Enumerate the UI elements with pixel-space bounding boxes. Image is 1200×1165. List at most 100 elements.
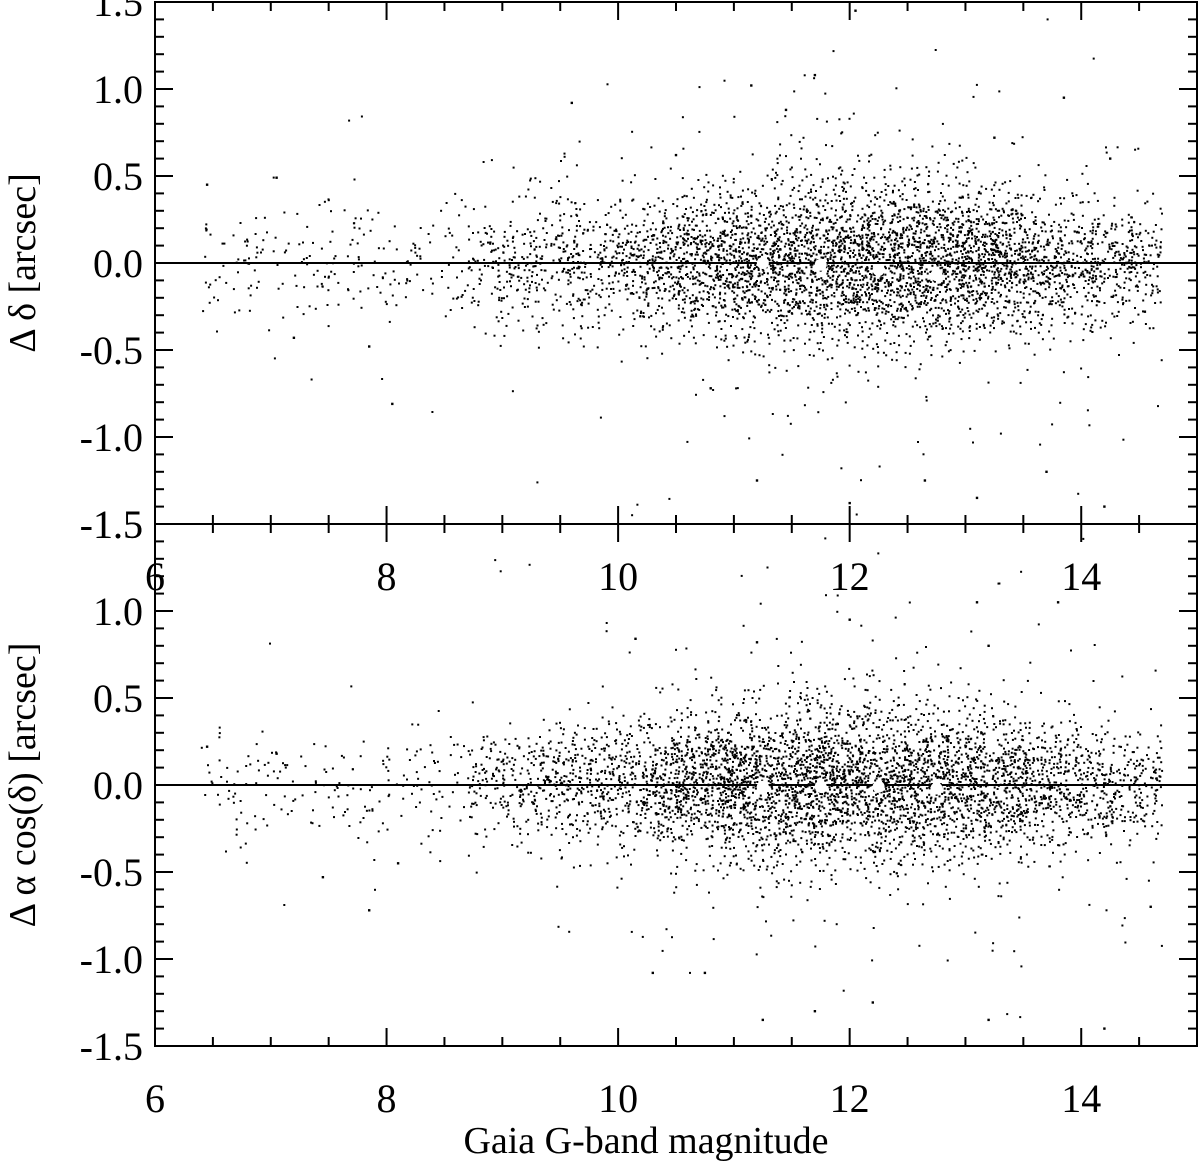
scatter-point <box>942 238 945 241</box>
scatter-point <box>741 247 744 250</box>
scatter-point <box>497 247 500 250</box>
scatter-point <box>702 298 705 301</box>
scatter-point <box>844 260 846 263</box>
scatter-point <box>1148 327 1151 330</box>
scatter-point <box>847 263 850 266</box>
scatter-point <box>802 208 805 211</box>
scatter-point <box>744 212 747 215</box>
scatter-point <box>1093 192 1096 195</box>
scatter-point <box>558 309 561 312</box>
scatter-point <box>958 230 961 233</box>
scatter-point <box>924 259 927 262</box>
scatter-point <box>1013 142 1016 145</box>
scatter-point <box>757 267 760 269</box>
scatter-point <box>324 275 326 278</box>
scatter-point <box>1123 281 1126 284</box>
scatter-point <box>464 205 467 208</box>
scatter-point <box>857 312 860 314</box>
scatter-point <box>910 167 913 170</box>
scatter-point <box>668 324 671 327</box>
scatter-point <box>741 189 744 192</box>
scatter-point <box>743 336 746 339</box>
scatter-point <box>796 271 799 274</box>
scatter-point <box>914 187 917 190</box>
scatter-point <box>942 236 945 239</box>
scatter-point <box>735 225 738 228</box>
scatter-point <box>884 267 887 270</box>
scatter-point <box>1022 274 1025 277</box>
scatter-point <box>964 255 967 258</box>
scatter-point <box>618 233 621 236</box>
scatter-point <box>901 193 904 196</box>
scatter-point <box>808 231 811 234</box>
scatter-point <box>753 268 756 271</box>
scatter-point <box>872 255 875 258</box>
scatter-point <box>1018 280 1021 283</box>
scatter-point <box>878 252 881 255</box>
scatter-point <box>861 330 864 333</box>
scatter-point <box>1102 233 1105 236</box>
scatter-point <box>663 282 665 285</box>
scatter-point <box>814 245 817 248</box>
scatter-point <box>864 269 867 272</box>
scatter-point <box>783 285 786 288</box>
scatter-point <box>940 307 943 310</box>
scatter-point <box>835 242 838 245</box>
scatter-point <box>855 513 858 516</box>
scatter-point <box>946 263 949 266</box>
scatter-point <box>911 325 914 328</box>
scatter-point <box>937 306 940 309</box>
scatter-point <box>706 249 708 252</box>
scatter-point <box>356 242 359 245</box>
scatter-point <box>490 235 493 238</box>
scatter-point <box>794 253 797 256</box>
scatter-point <box>398 282 400 285</box>
scatter-point <box>792 232 795 235</box>
scatter-point <box>1092 274 1095 277</box>
scatter-point <box>1076 291 1079 294</box>
scatter-point <box>631 223 634 226</box>
scatter-point <box>770 226 773 229</box>
scatter-point <box>832 175 834 178</box>
scatter-point <box>875 241 878 244</box>
scatter-point <box>957 220 960 223</box>
scatter-point <box>807 247 810 250</box>
scatter-point <box>593 251 596 254</box>
scatter-point <box>846 285 849 288</box>
scatter-point <box>812 354 815 357</box>
scatter-point <box>782 209 785 212</box>
scatter-point <box>874 256 877 259</box>
scatter-point <box>786 254 789 257</box>
scatter-point <box>1054 302 1057 305</box>
scatter-point <box>1112 294 1115 297</box>
scatter-point <box>482 161 485 163</box>
scatter-point <box>975 290 978 293</box>
scatter-point <box>726 253 729 256</box>
scatter-point <box>811 301 814 304</box>
scatter-point <box>499 344 502 347</box>
scatter-point <box>610 260 613 263</box>
scatter-point <box>945 219 948 222</box>
scatter-point <box>1030 256 1033 259</box>
scatter-point <box>889 234 891 237</box>
scatter-point <box>862 254 865 257</box>
scatter-point <box>636 231 639 234</box>
scatter-point <box>478 268 481 271</box>
scatter-point <box>865 236 868 239</box>
scatter-point <box>922 259 925 262</box>
scatter-point <box>885 304 888 306</box>
scatter-point <box>612 292 615 294</box>
scatter-point <box>845 297 847 300</box>
scatter-point <box>751 191 754 194</box>
scatter-point <box>911 243 914 246</box>
scatter-point <box>995 246 998 249</box>
scatter-point <box>649 242 652 244</box>
scatter-point <box>948 320 951 323</box>
scatter-point <box>1139 231 1142 234</box>
scatter-point <box>676 236 679 239</box>
scatter-point <box>932 220 935 222</box>
scatter-point <box>826 237 829 240</box>
scatter-point <box>631 514 634 517</box>
scatter-point <box>312 273 315 276</box>
scatter-point <box>799 207 802 210</box>
